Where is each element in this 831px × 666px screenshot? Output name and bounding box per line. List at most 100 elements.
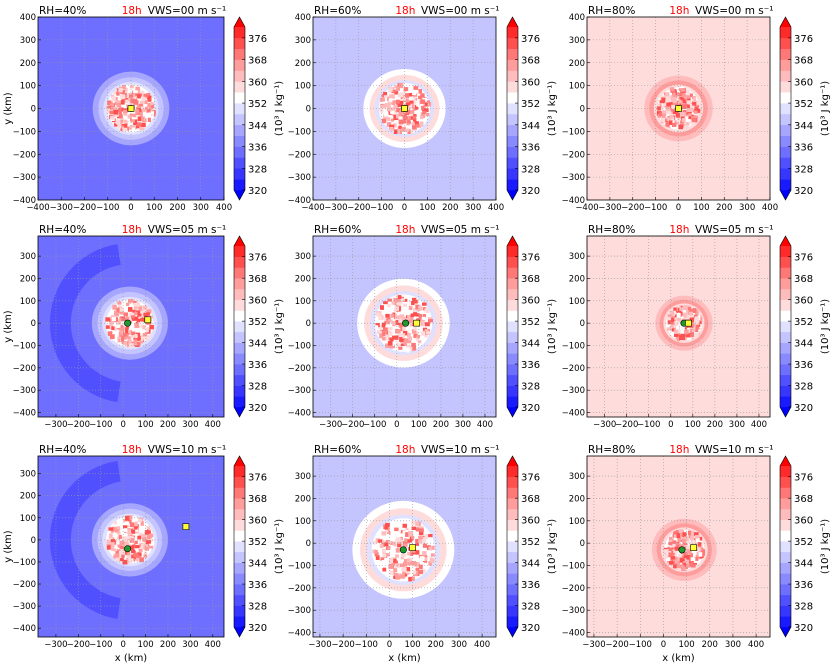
theta-e-cell <box>682 538 686 544</box>
time-label: 18h <box>122 444 142 456</box>
colorbar-swatch <box>507 498 518 510</box>
rh-label: RH=80% <box>588 5 635 17</box>
theta-e-cell <box>679 97 685 101</box>
theta-e-cell <box>686 104 690 109</box>
colorbar-swatch <box>234 508 245 520</box>
y-tick-label: −300 <box>562 173 585 183</box>
axes-frame <box>586 455 771 638</box>
colorbar: 320 328 336 344 352 360 368 376 (10³ J kg⁻¹) <box>233 235 285 418</box>
theta-e-cell <box>394 315 400 320</box>
theta-e-cell <box>680 88 686 92</box>
theta-e-cell <box>684 98 689 102</box>
theta-e-cell <box>128 121 134 126</box>
theta-e-cell <box>406 347 410 353</box>
theta-e-cell <box>120 94 126 99</box>
theta-e-cell <box>134 540 138 545</box>
theta-e-cell <box>695 101 700 105</box>
theta-e-cell <box>112 548 116 552</box>
colorbar: 320 328 336 344 352 360 368 376 (10³ J kg⁻¹) <box>779 16 831 201</box>
x-tick-label: 300 <box>739 203 755 213</box>
theta-e-cell <box>128 339 132 344</box>
theta-e-cell <box>395 554 399 558</box>
y-tick-label: −400 <box>562 629 585 639</box>
colorbar-swatch <box>780 487 791 499</box>
theta-e-cell <box>116 91 120 96</box>
panel-2: −400 −300 −200 −100 0 100 200 300 400−400−300−20… <box>288 5 558 213</box>
theta-e-cell <box>690 557 696 561</box>
y-tick-label: −400 <box>13 624 36 634</box>
theta-e-cell <box>675 113 680 117</box>
colorbar-swatch <box>234 396 245 408</box>
theta-e-cell <box>407 315 411 320</box>
theta-e-cell <box>424 332 429 338</box>
theta-e-cell <box>383 301 388 305</box>
colorbar-swatch <box>780 256 791 268</box>
theta-e-cell <box>380 557 385 562</box>
theta-e-cell <box>133 339 138 345</box>
theta-e-cell <box>120 117 124 121</box>
theta-e-cell <box>105 317 111 322</box>
colorbar-swatch <box>780 605 791 617</box>
theta-e-cell <box>412 93 418 97</box>
theta-e-cell <box>677 99 682 104</box>
colorbar-swatch <box>507 267 518 279</box>
colorbar-extend-min <box>780 627 791 637</box>
theta-e-cell <box>133 336 138 342</box>
colorbar-swatch <box>780 342 791 354</box>
theta-e-cell <box>111 326 115 330</box>
colorbar-tick-label: 360 <box>248 77 267 88</box>
colorbar-swatch <box>234 342 245 354</box>
time-label: 18h <box>395 224 415 236</box>
theta-e-cell <box>411 124 417 130</box>
theta-e-cell <box>670 324 675 328</box>
colorbar-swatch <box>234 48 245 60</box>
theta-e-cell <box>415 570 420 575</box>
theta-e-cell <box>385 334 390 338</box>
theta-e-cell <box>131 549 136 554</box>
x-tick-label: −200 <box>621 203 644 213</box>
theta-e-cell <box>390 545 394 550</box>
theta-e-cell <box>395 320 401 325</box>
theta-e-cell <box>422 314 426 318</box>
x-tick-label: −200 <box>331 640 354 650</box>
theta-e-cell <box>386 317 391 322</box>
theta-e-cell <box>140 336 144 342</box>
theta-e-cell <box>415 562 420 567</box>
x-tick-label: −300 <box>582 640 605 650</box>
theta-e-cell <box>690 106 695 112</box>
dry-wake <box>49 244 121 403</box>
x-tick-label: 300 <box>451 640 467 650</box>
theta-e-cell <box>135 342 140 346</box>
theta-e-cell <box>126 557 130 562</box>
theta-e-cell <box>424 534 429 539</box>
theta-e-cell <box>402 540 408 546</box>
colorbar-tick-label: 344 <box>794 121 813 132</box>
theta-e-cell <box>372 540 377 545</box>
theta-e-cell <box>118 331 123 336</box>
colorbar-swatch <box>507 573 518 585</box>
theta-e-cell <box>662 112 667 116</box>
colorbar: 320 328 336 344 352 360 368 376 (10³ J kg⁻¹) <box>779 235 831 418</box>
colorbar-tick-label: 376 <box>521 34 540 45</box>
theta-e-cell <box>139 557 144 563</box>
colorbar-tick-label: 360 <box>794 516 813 527</box>
theta-e-cell <box>391 90 396 94</box>
theta-e-cell <box>694 107 698 111</box>
theta-e-cell <box>413 86 419 90</box>
theta-e-cell <box>685 89 690 94</box>
theta-e-cell <box>122 525 128 529</box>
colorbar-tick-label: 344 <box>794 339 813 350</box>
theta-e-cell <box>125 307 130 313</box>
theta-e-cell <box>407 345 413 350</box>
theta-e-cell <box>113 107 118 112</box>
colorbar-tick-label: 320 <box>248 623 267 634</box>
theta-e-cell <box>393 115 399 121</box>
theta-e-cell <box>694 328 699 332</box>
theta-e-cell <box>395 328 400 334</box>
x-tick-label: −300 <box>44 640 67 650</box>
colorbar-swatch <box>507 70 518 82</box>
colorbar-swatch <box>234 519 245 531</box>
dry-wake <box>49 460 121 619</box>
x-tick-label: 100 <box>137 420 153 430</box>
theta-e-cell <box>695 321 700 325</box>
